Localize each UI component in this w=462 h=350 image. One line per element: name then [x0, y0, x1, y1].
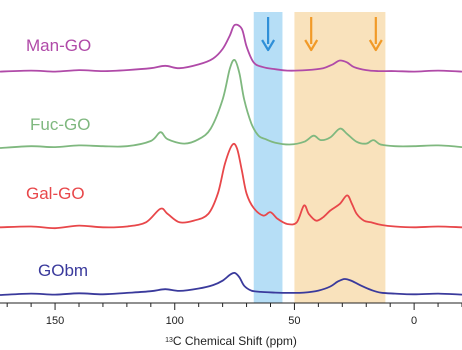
annotation-arrow-0: [261, 17, 276, 52]
x-tick-label: 100: [166, 315, 184, 327]
arrow-head-1: [304, 39, 319, 52]
spectrum-line-gobm: [0, 271, 462, 296]
annotation-arrow-2: [368, 17, 383, 52]
spectra-series: [0, 23, 462, 296]
arrow-head-0: [261, 39, 276, 52]
x-tick-label: 0: [411, 315, 417, 327]
highlight-band-0: [253, 12, 283, 303]
arrow-head-2: [368, 39, 383, 52]
highlight-band-1: [294, 12, 386, 303]
highlight-bands: [253, 12, 386, 303]
x-axis: 150 100 50 0 13C Chemical Shift (ppm): [0, 302, 462, 348]
series-label-gal-go: Gal-GO: [26, 184, 85, 203]
x-axis-ticks: 150 100 50 0: [6, 303, 462, 327]
x-tick-label: 50: [288, 315, 300, 327]
annotation-arrow-1: [304, 17, 319, 52]
series-labels: Man-GO Fuc-GO Gal-GO GObm: [26, 36, 91, 280]
x-axis-label-text: C Chemical Shift (ppm): [173, 334, 297, 348]
series-label-gobm: GObm: [38, 261, 88, 280]
x-axis-label-superscript: 13: [165, 337, 173, 344]
annotation-arrows: [261, 17, 383, 52]
spectrum-line-gal-go: [0, 142, 462, 230]
spectrum-line-man-go: [0, 23, 462, 73]
spectrum-line-fuc-go: [0, 59, 462, 149]
series-label-man-go: Man-GO: [26, 36, 91, 55]
x-tick-label: 150: [46, 315, 64, 327]
series-label-fuc-go: Fuc-GO: [30, 115, 90, 134]
x-axis-label: 13C Chemical Shift (ppm): [165, 334, 297, 348]
